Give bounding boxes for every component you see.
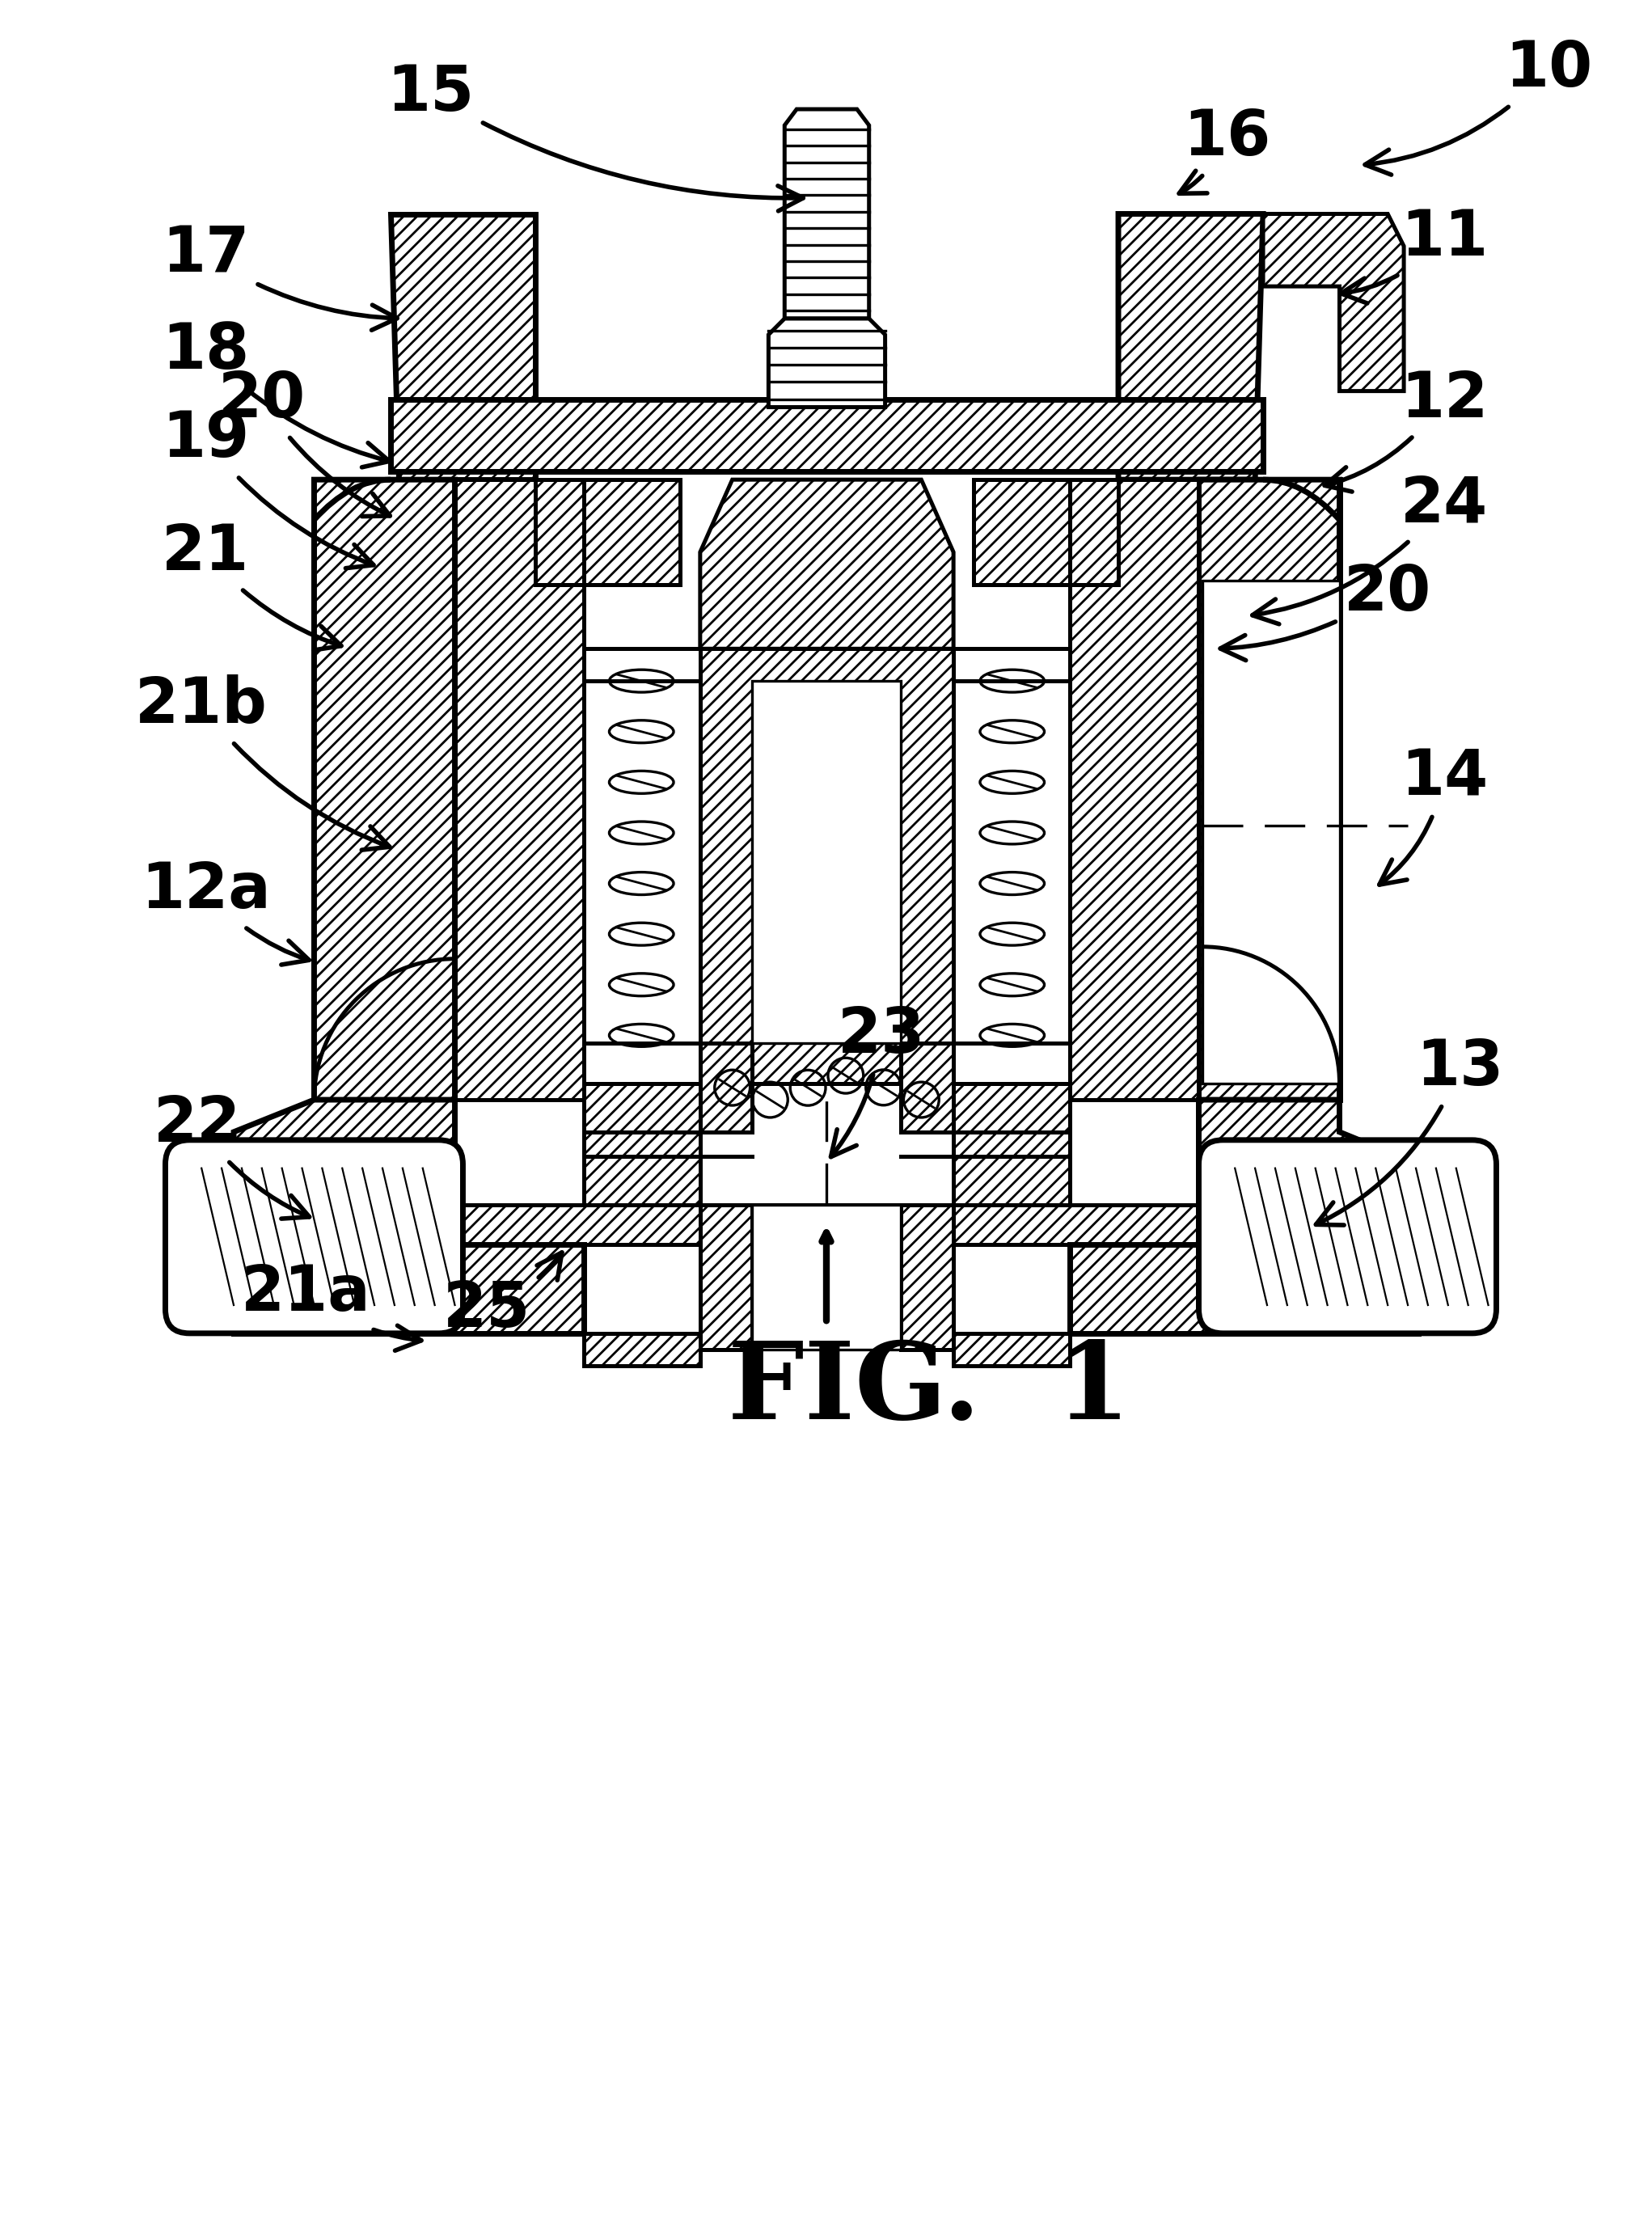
- Polygon shape: [700, 1204, 752, 1348]
- Text: 15: 15: [387, 62, 803, 210]
- Text: 12: 12: [1325, 368, 1488, 492]
- Polygon shape: [785, 108, 869, 319]
- Bar: [752, 1204, 902, 1348]
- Polygon shape: [1070, 480, 1199, 1100]
- Polygon shape: [583, 1156, 700, 1204]
- Bar: [390, 399, 1264, 472]
- Text: 25: 25: [443, 1253, 562, 1339]
- Polygon shape: [1118, 215, 1264, 480]
- Text: 12a: 12a: [140, 859, 309, 965]
- Text: 10: 10: [1365, 38, 1593, 175]
- Text: 21: 21: [162, 520, 342, 651]
- Bar: [973, 480, 1070, 584]
- Polygon shape: [953, 1333, 1070, 1366]
- Polygon shape: [768, 319, 885, 407]
- Polygon shape: [953, 1156, 1070, 1204]
- Polygon shape: [233, 1244, 583, 1333]
- Text: 13: 13: [1317, 1036, 1503, 1224]
- Polygon shape: [390, 215, 535, 480]
- Text: 20: 20: [218, 368, 390, 516]
- Polygon shape: [583, 1333, 700, 1366]
- Polygon shape: [1199, 1100, 1419, 1189]
- Text: 14: 14: [1379, 746, 1488, 886]
- Text: 16: 16: [1180, 106, 1270, 193]
- Polygon shape: [700, 480, 953, 649]
- FancyBboxPatch shape: [165, 1140, 463, 1333]
- Polygon shape: [1264, 215, 1404, 392]
- Bar: [953, 1083, 1070, 1165]
- Text: 22: 22: [154, 1094, 309, 1218]
- Text: FIG.  1: FIG. 1: [729, 1337, 1130, 1441]
- Text: 11: 11: [1341, 208, 1488, 303]
- Text: 17: 17: [162, 224, 396, 330]
- Polygon shape: [454, 1204, 1199, 1244]
- Polygon shape: [700, 649, 953, 1083]
- Polygon shape: [314, 480, 454, 1125]
- Text: 21b: 21b: [135, 675, 390, 850]
- Bar: [583, 480, 681, 584]
- Polygon shape: [454, 480, 583, 1100]
- Text: 21a: 21a: [241, 1262, 421, 1351]
- FancyBboxPatch shape: [1199, 1140, 1497, 1333]
- Polygon shape: [1070, 1244, 1419, 1333]
- Polygon shape: [233, 1100, 454, 1189]
- Bar: [583, 1083, 700, 1165]
- Bar: [752, 682, 902, 1043]
- Polygon shape: [700, 1043, 752, 1131]
- Polygon shape: [1199, 480, 1340, 1125]
- Text: 19: 19: [162, 410, 373, 569]
- Text: 20: 20: [1221, 562, 1432, 660]
- Text: 24: 24: [1252, 474, 1488, 624]
- Text: 23: 23: [831, 1005, 925, 1158]
- Polygon shape: [902, 1204, 953, 1348]
- Polygon shape: [902, 1043, 953, 1131]
- Bar: [1203, 580, 1340, 1083]
- Text: 18: 18: [162, 321, 390, 467]
